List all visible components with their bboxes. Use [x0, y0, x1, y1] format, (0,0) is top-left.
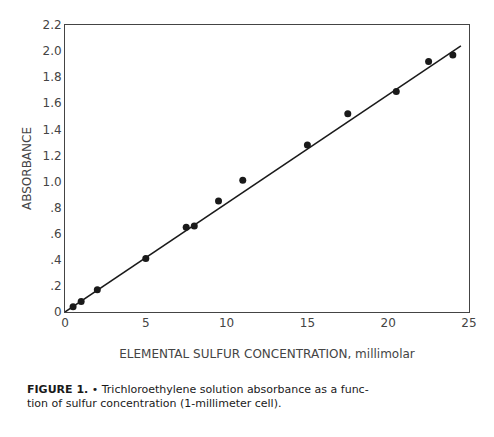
svg-text:1.6: 1.6 — [43, 96, 62, 110]
svg-text:.4: .4 — [50, 253, 61, 267]
svg-text:.8: .8 — [50, 201, 61, 215]
svg-text:1.4: 1.4 — [43, 123, 62, 137]
svg-text:1.8: 1.8 — [43, 70, 62, 84]
svg-text:25: 25 — [461, 316, 476, 330]
svg-text:ELEMENTAL SULFUR CONCENTRATION: ELEMENTAL SULFUR CONCENTRATION, millimol… — [119, 347, 415, 361]
svg-text:.2: .2 — [50, 279, 61, 293]
svg-text:1.0: 1.0 — [43, 175, 62, 189]
svg-text:10: 10 — [219, 316, 234, 330]
svg-text:15: 15 — [300, 316, 315, 330]
svg-text:FIGURE 1. • Trichloroethylene: FIGURE 1. • Trichloroethylene solution a… — [27, 383, 369, 410]
svg-text:0: 0 — [54, 305, 62, 319]
svg-text:.6: .6 — [50, 227, 61, 241]
svg-text:20: 20 — [381, 316, 396, 330]
svg-text:2.2: 2.2 — [43, 18, 62, 32]
svg-text:ABSORBANCE: ABSORBANCE — [20, 127, 34, 210]
svg-text:1.2: 1.2 — [43, 149, 62, 163]
svg-text:0: 0 — [61, 316, 69, 330]
svg-text:2.0: 2.0 — [43, 44, 62, 58]
svg-text:5: 5 — [142, 316, 150, 330]
